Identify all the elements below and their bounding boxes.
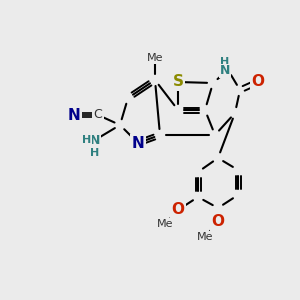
Text: N: N — [220, 64, 230, 77]
Text: Me: Me — [147, 53, 163, 63]
Text: N: N — [68, 107, 80, 122]
Text: H: H — [82, 135, 91, 145]
Text: H: H — [90, 148, 100, 158]
Text: N: N — [90, 134, 100, 146]
Text: C: C — [94, 109, 102, 122]
Text: O: O — [251, 74, 265, 89]
Text: O: O — [172, 202, 184, 217]
Text: O: O — [212, 214, 224, 230]
Text: Me: Me — [197, 232, 213, 242]
Text: N: N — [132, 136, 144, 151]
Text: Me: Me — [157, 219, 173, 229]
Text: H: H — [220, 57, 230, 67]
Text: S: S — [172, 74, 184, 89]
